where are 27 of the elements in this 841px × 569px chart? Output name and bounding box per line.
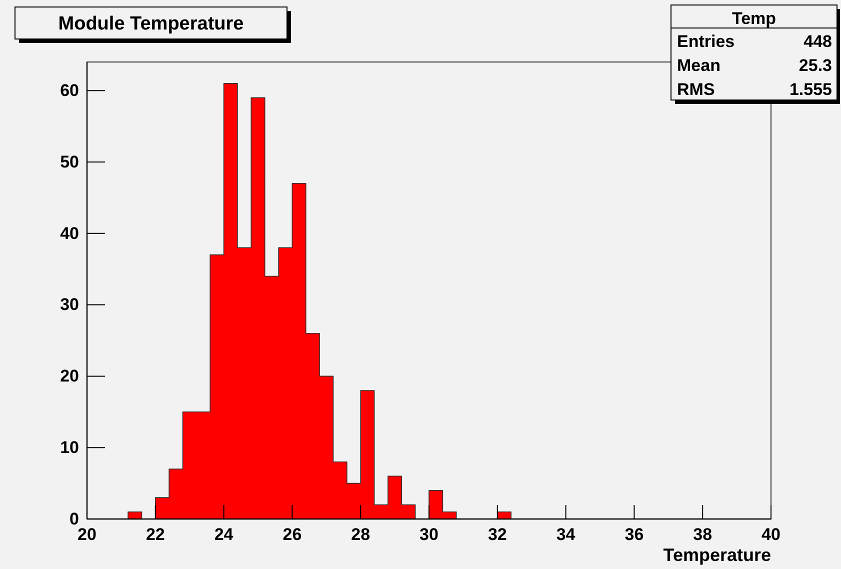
y-tick-label: 10 <box>60 438 79 458</box>
x-tick-label: 36 <box>624 525 644 544</box>
x-axis-title: Temperature <box>663 545 771 565</box>
x-tick-label: 40 <box>762 525 780 544</box>
x-tick-label: 20 <box>78 525 96 544</box>
text: 448 <box>804 32 832 51</box>
y-tick-label: 30 <box>60 295 79 314</box>
x-tick-label: 22 <box>146 525 165 544</box>
text: 1.555 <box>789 80 832 99</box>
y-tick-label: 40 <box>60 224 79 243</box>
y-tick-label: 0 <box>70 509 79 528</box>
x-tick-label: 26 <box>282 525 302 544</box>
x-tick-label: 32 <box>488 525 507 544</box>
x-tick-label: 30 <box>420 525 438 544</box>
x-tick-label: 28 <box>351 525 370 544</box>
y-tick-label: 20 <box>60 366 79 386</box>
text: Entries <box>677 32 735 51</box>
text: Temp <box>732 8 776 28</box>
annotation: RMS <box>677 80 715 99</box>
x-tick-label: 24 <box>214 525 234 544</box>
y-tick-label: 60 <box>60 81 79 100</box>
x-tick-label: 38 <box>693 525 712 544</box>
chart-title: Module Temperature <box>58 14 244 35</box>
text: 25.3 <box>798 56 832 75</box>
annotation: Mean <box>677 56 720 75</box>
x-tick-label: 34 <box>556 525 576 544</box>
y-tick-label: 50 <box>60 152 79 172</box>
